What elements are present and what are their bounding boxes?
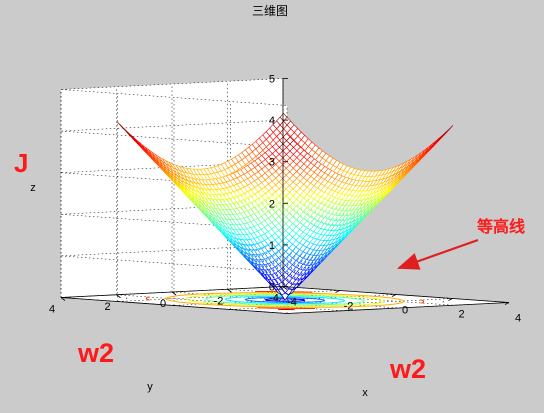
tick-mark: [504, 302, 510, 305]
tick-mark: [278, 286, 284, 289]
contour-line: [224, 295, 346, 305]
x-axis-label: x: [362, 387, 368, 399]
y-overlay-label: w2: [77, 338, 114, 368]
z-tick-label: 5: [269, 74, 275, 86]
floor-edge-back: [60, 297, 288, 314]
x-tick-label: 0: [402, 305, 408, 317]
gridline: [60, 130, 288, 148]
tick-mark: [116, 294, 121, 299]
contour-annotation-label: 等高线: [476, 217, 525, 236]
chart-title: 三维图: [252, 4, 288, 18]
contour-annotation-arrow: [396, 238, 479, 270]
gridline: [60, 78, 284, 90]
x-tick-label: 4: [515, 313, 521, 325]
x-tick-label: -2: [344, 301, 354, 313]
x-tick-label: 2: [458, 309, 464, 321]
contour-line: [185, 293, 385, 307]
gridline: [60, 255, 288, 273]
y-axis-label: y: [147, 381, 153, 393]
y-tick-label: -4: [269, 293, 279, 305]
contour-line: [264, 298, 306, 302]
z-overlay-label: J: [14, 148, 28, 178]
z-tick-label: 0: [269, 282, 275, 294]
y-tick-label: 4: [49, 304, 55, 316]
contour-line: [126, 289, 444, 311]
y-tick-label: 0: [160, 298, 166, 310]
surface-cell: [116, 121, 125, 130]
tick-mark: [171, 291, 177, 296]
tick-mark: [60, 297, 66, 301]
contour-line: [165, 292, 405, 308]
tick-mark: [391, 294, 397, 297]
contour-line: [244, 297, 326, 303]
x-tick-label: -4: [287, 297, 297, 309]
gridline: [60, 119, 284, 132]
z-tick-label: 1: [269, 240, 275, 252]
z-axis-label: z: [30, 182, 36, 194]
contour-line: [145, 291, 425, 309]
tick-mark: [227, 288, 232, 293]
z-tick-label: 2: [269, 198, 275, 210]
y-tick-label: -2: [214, 295, 224, 307]
gridline: [60, 89, 288, 106]
y-tick-label: 2: [104, 301, 110, 313]
z-tick-label: 4: [269, 115, 275, 127]
tick-mark: [282, 286, 288, 290]
x-overlay-label: w2: [389, 354, 426, 384]
gridline: [173, 294, 397, 306]
contour-line: [205, 294, 365, 306]
tick-mark: [335, 290, 340, 293]
tick-mark: [448, 298, 453, 301]
floor-edge-right: [286, 302, 510, 314]
z-tick-label: 3: [269, 157, 275, 169]
